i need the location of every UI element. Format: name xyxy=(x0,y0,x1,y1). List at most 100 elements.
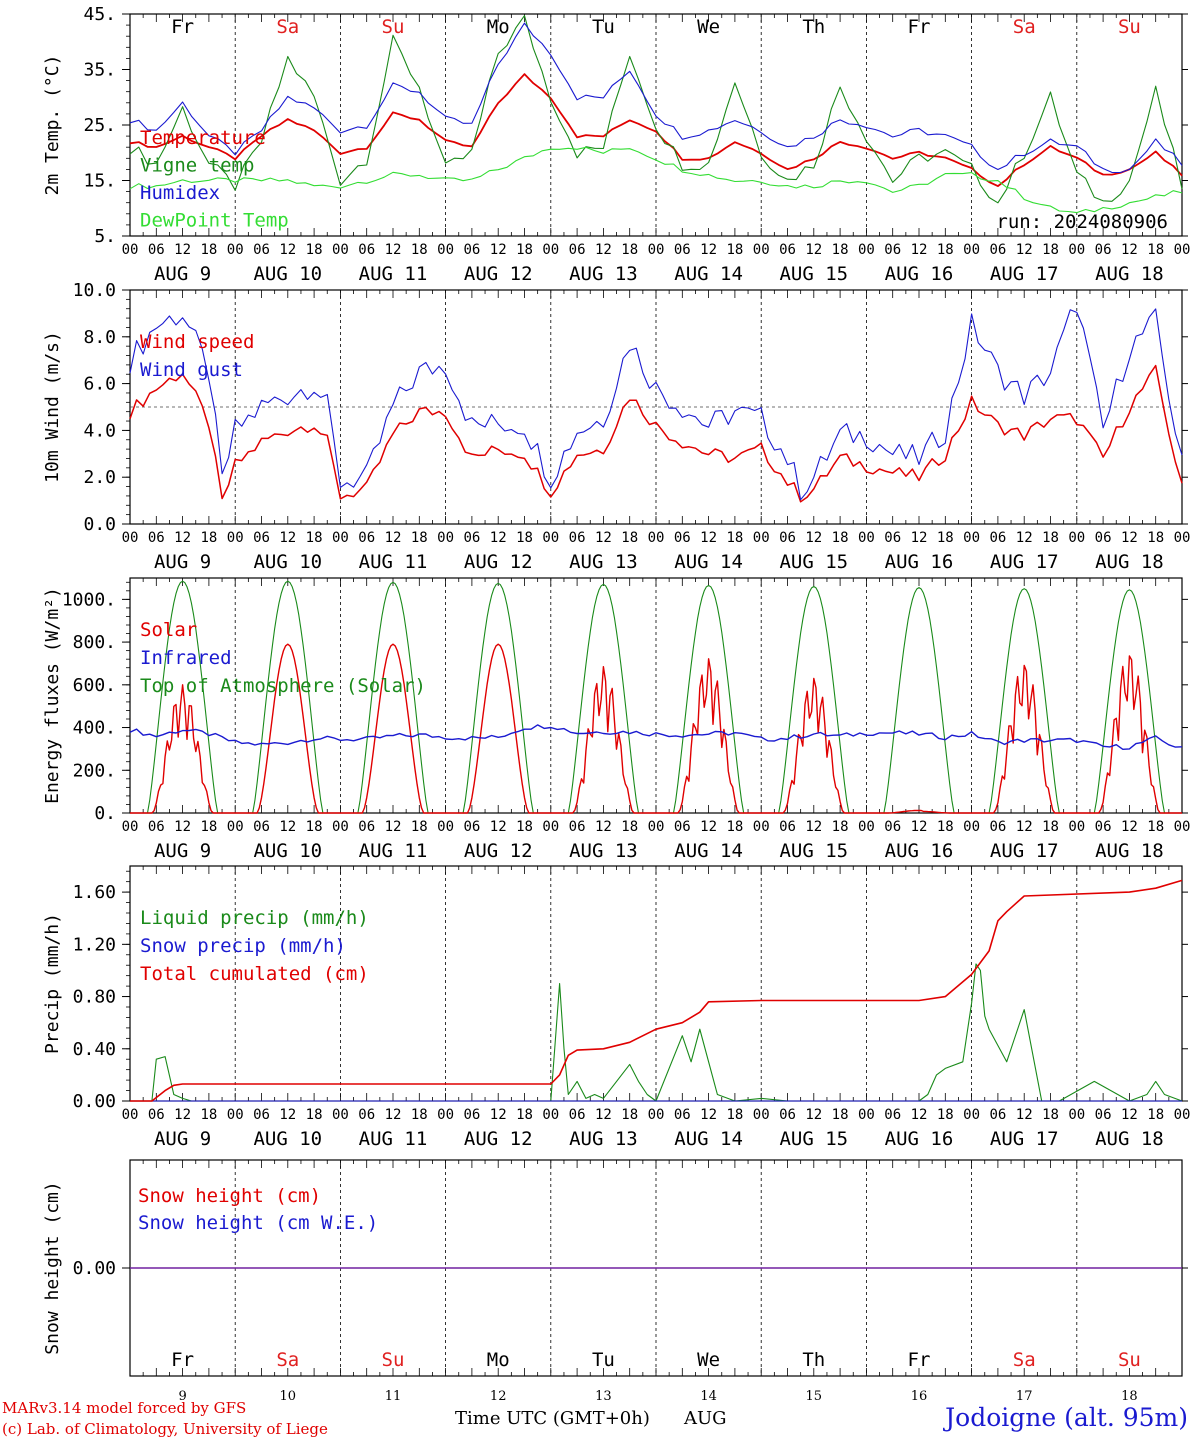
hour-tick-label: 18 xyxy=(516,242,533,258)
y-tick-label: 600. xyxy=(73,675,116,696)
legend-entry: Snow precip (mm/h) xyxy=(140,935,346,957)
hour-tick-label: 12 xyxy=(700,530,717,546)
hour-tick-label: 06 xyxy=(779,242,796,258)
lab-credit: (c) Lab. of Climatology, University of L… xyxy=(2,1420,328,1438)
day-name-bottom: Th xyxy=(802,1349,825,1371)
hour-tick-label: 18 xyxy=(832,530,849,546)
day-name-bottom: Fr xyxy=(171,1349,194,1371)
legend-entry: Wind gust xyxy=(140,359,243,381)
hour-tick-label: 00 xyxy=(858,819,875,835)
date-label: AUG 15 xyxy=(779,840,848,862)
hour-tick-label: 06 xyxy=(989,242,1006,258)
hour-tick-label: 18 xyxy=(200,530,217,546)
hour-tick-label: 00 xyxy=(437,1107,454,1123)
hour-tick-label: 18 xyxy=(306,819,323,835)
legend-entry: Snow height (cm) xyxy=(138,1185,321,1207)
hour-tick-label: 06 xyxy=(148,819,165,835)
day-number: 9 xyxy=(178,1389,186,1404)
date-label: AUG 10 xyxy=(253,1128,322,1150)
date-label: AUG 16 xyxy=(885,1128,954,1150)
day-name-bottom: Su xyxy=(1118,1349,1141,1371)
hour-tick-label: 00 xyxy=(963,819,980,835)
hour-tick-label: 18 xyxy=(306,1107,323,1123)
day-name-top: Th xyxy=(802,16,825,38)
hour-tick-label: 18 xyxy=(726,1107,743,1123)
hour-tick-label: 12 xyxy=(805,819,822,835)
hour-tick-label: 00 xyxy=(1174,530,1191,546)
day-name-top: Mo xyxy=(487,16,510,38)
date-label: AUG 18 xyxy=(1095,551,1164,573)
date-label: AUG 13 xyxy=(569,551,638,573)
y-axis-label: 2m Temp. (°C) xyxy=(42,55,63,196)
hour-tick-label: 12 xyxy=(279,1107,296,1123)
hour-tick-label: 06 xyxy=(1095,530,1112,546)
day-number: 17 xyxy=(1016,1389,1033,1404)
hour-tick-label: 06 xyxy=(569,1107,586,1123)
y-tick-label: 0. xyxy=(94,803,116,824)
hour-tick-label: 06 xyxy=(463,530,480,546)
month-label: AUG xyxy=(683,1408,727,1429)
day-number: 16 xyxy=(911,1389,928,1404)
hour-tick-label: 06 xyxy=(358,530,375,546)
y-tick-label: 4.0 xyxy=(83,420,116,441)
hour-tick-label: 18 xyxy=(516,1107,533,1123)
day-name-top: Su xyxy=(382,16,405,38)
hour-tick-label: 00 xyxy=(542,242,559,258)
y-tick-label: 25. xyxy=(83,115,116,136)
legend-entry: Infrared xyxy=(140,647,232,669)
date-label: AUG 18 xyxy=(1095,1128,1164,1150)
hour-tick-label: 06 xyxy=(674,242,691,258)
y-tick-label: 0.00 xyxy=(73,1091,116,1112)
date-label: AUG 14 xyxy=(674,551,743,573)
panel-2: 10.0 8.0 6.0 4.0 2.0 0.0 10m Wind (m/s) 00 06 12 1… xyxy=(42,280,1190,573)
date-label: AUG 17 xyxy=(990,1128,1059,1150)
series-line-infrared xyxy=(129,724,1183,750)
hour-tick-label: 06 xyxy=(779,1107,796,1123)
hour-tick-label: 18 xyxy=(411,242,428,258)
hour-tick-label: 18 xyxy=(937,530,954,546)
date-label: AUG 18 xyxy=(1095,840,1164,862)
hour-tick-label: 06 xyxy=(358,1107,375,1123)
y-tick-label: 15. xyxy=(83,171,116,192)
series-line-liquid-precip-mm-h- xyxy=(130,963,1183,1102)
hour-tick-label: 06 xyxy=(884,242,901,258)
hour-tick-label: 06 xyxy=(884,530,901,546)
series-line-dewpoint-temp xyxy=(129,146,1183,214)
date-label: AUG 16 xyxy=(885,263,954,285)
hour-tick-label: 12 xyxy=(385,819,402,835)
y-tick-label: 0.0 xyxy=(83,514,116,535)
hour-tick-label: 00 xyxy=(858,1107,875,1123)
hour-tick-label: 00 xyxy=(753,819,770,835)
hour-tick-label: 00 xyxy=(648,530,665,546)
hour-tick-label: 06 xyxy=(358,819,375,835)
panel-4: 1.60 1.20 0.80 0.40 0.00 Precip (mm/h) 00 06 12 1… xyxy=(42,865,1191,1150)
hour-tick-label: 00 xyxy=(437,530,454,546)
hour-tick-label: 00 xyxy=(332,819,349,835)
hour-tick-label: 00 xyxy=(1068,1107,1085,1123)
hour-tick-label: 00 xyxy=(332,1107,349,1123)
date-label: AUG 14 xyxy=(674,840,743,862)
hour-tick-label: 00 xyxy=(542,819,559,835)
hour-tick-label: 18 xyxy=(937,1107,954,1123)
hour-tick-label: 12 xyxy=(279,530,296,546)
hour-tick-label: 00 xyxy=(858,530,875,546)
hour-tick-label: 18 xyxy=(1147,242,1164,258)
y-tick-label: 800. xyxy=(73,632,116,653)
hour-tick-label: 06 xyxy=(989,530,1006,546)
x-axis-label: Time UTC (GMT+0h) xyxy=(455,1408,650,1429)
date-label: AUG 17 xyxy=(990,840,1059,862)
hour-tick-label: 00 xyxy=(227,530,244,546)
day-name-bottom: Su xyxy=(382,1349,405,1371)
y-tick-label: 1.60 xyxy=(73,882,116,903)
hour-tick-label: 00 xyxy=(1174,1107,1191,1123)
day-number: 11 xyxy=(385,1389,402,1404)
date-label: AUG 14 xyxy=(674,263,743,285)
day-name-bottom: Sa xyxy=(276,1349,299,1371)
hour-tick-label: 12 xyxy=(805,242,822,258)
panel-1: 45. 35. 25. 15. 5. 2m Temp. (°C) 00 06 12 18 00 06 1… xyxy=(42,4,1190,285)
day-name-top: Su xyxy=(1118,16,1141,38)
hour-tick-label: 06 xyxy=(779,819,796,835)
hour-tick-label: 06 xyxy=(1095,242,1112,258)
hour-tick-label: 18 xyxy=(306,242,323,258)
